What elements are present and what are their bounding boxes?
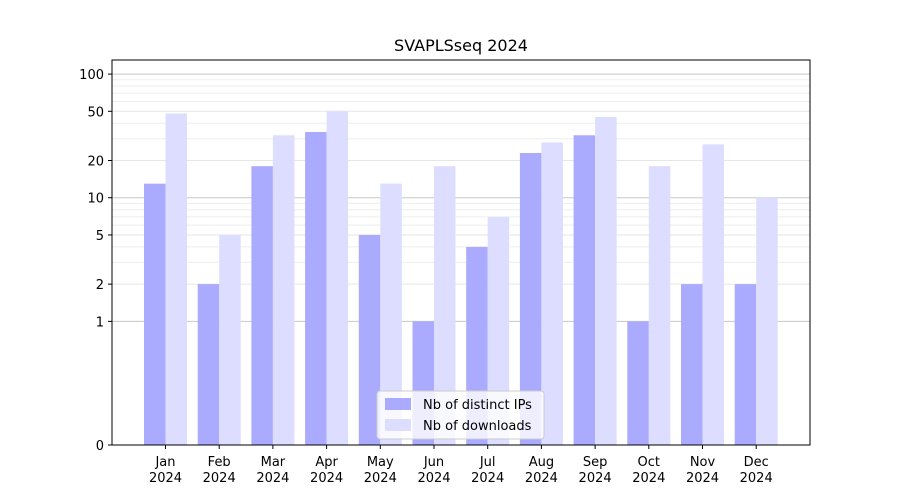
bars-layer — [144, 111, 778, 446]
x-tick-label-year: 2024 — [579, 471, 612, 486]
bar-distinct-ips-oct — [627, 321, 649, 445]
x-tick-label-year: 2024 — [740, 471, 773, 486]
bar-downloads-dec — [756, 197, 778, 445]
plot-frame — [111, 59, 811, 446]
bar-downloads-apr — [326, 111, 349, 445]
bar-downloads-jun — [434, 166, 456, 445]
bar-distinct-ips-dec — [734, 284, 757, 445]
bar-downloads-jan — [165, 113, 187, 446]
y-tick-label: 1 — [96, 315, 104, 330]
chart-title: SVAPLSseq 2024 — [394, 36, 528, 55]
grid-layer — [112, 73, 810, 322]
bar-downloads-aug — [541, 142, 563, 445]
x-tick-label-month: Jan — [154, 455, 175, 470]
x-tick-label-month: Jul — [479, 455, 496, 470]
y-tick-label: 50 — [87, 105, 104, 120]
bar-downloads-sep — [595, 116, 617, 445]
x-tick-label-month: Mar — [261, 455, 286, 470]
x-tick-label-month: Dec — [744, 455, 769, 470]
x-tick-label-month: Apr — [315, 455, 338, 470]
y-tick-label: 2 — [96, 278, 104, 293]
x-tick-label-year: 2024 — [203, 471, 236, 486]
bar-downloads-jul — [487, 216, 510, 445]
legend-box — [376, 390, 545, 440]
x-tick-label-year: 2024 — [686, 471, 719, 486]
legend-label-distinct-ips: Nb of distinct IPs — [423, 398, 532, 413]
x-tick-label-year: 2024 — [417, 471, 450, 486]
bar-downloads-mar — [272, 135, 295, 445]
bar-downloads-nov — [702, 144, 724, 445]
legend: Nb of distinct IPs Nb of downloads — [376, 390, 545, 440]
bar-distinct-ips-sep — [573, 135, 596, 445]
bar-distinct-ips-feb — [197, 284, 220, 445]
x-tick-label-month: Nov — [690, 455, 716, 470]
x-tick-label-year: 2024 — [256, 471, 289, 486]
x-tick-label-month: May — [367, 455, 394, 470]
x-tick-label-year: 2024 — [525, 471, 558, 486]
bar-downloads-may — [380, 183, 402, 445]
y-tick-label: 10 — [87, 192, 104, 207]
y-tick-label: 20 — [87, 155, 104, 170]
bar-distinct-ips-jan — [144, 183, 166, 445]
x-tick-label-year: 2024 — [149, 471, 182, 486]
bar-distinct-ips-may — [358, 234, 381, 445]
legend-swatch-distinct-ips — [385, 398, 411, 410]
bar-downloads-oct — [648, 166, 671, 445]
y-axis: 0 1 2 5 10 20 50 100 — [79, 68, 112, 454]
bar-distinct-ips-nov — [681, 284, 703, 445]
legend-swatch-downloads — [385, 419, 411, 431]
x-tick-label-year: 2024 — [471, 471, 504, 486]
x-tick-label-year: 2024 — [310, 471, 343, 486]
x-tick-label-month: Jun — [423, 455, 444, 470]
y-tick-label: 100 — [79, 68, 104, 83]
x-tick-label-year: 2024 — [632, 471, 665, 486]
x-tick-label-month: Sep — [583, 455, 608, 470]
bar-distinct-ips-mar — [251, 166, 273, 445]
legend-label-downloads: Nb of downloads — [423, 419, 532, 434]
x-tick-label-year: 2024 — [364, 471, 397, 486]
bar-distinct-ips-apr — [305, 132, 327, 446]
bar-distinct-ips-aug — [519, 153, 542, 445]
y-tick-label: 0 — [96, 439, 104, 454]
y-tick-label: 5 — [96, 229, 104, 244]
x-tick-label-month: Feb — [208, 455, 231, 470]
x-axis: Jan2024Feb2024Mar2024Apr2024May2024Jun20… — [149, 445, 773, 486]
x-tick-label-month: Oct — [638, 455, 660, 470]
x-tick-label-month: Aug — [529, 455, 554, 470]
bar-downloads-feb — [219, 234, 241, 445]
